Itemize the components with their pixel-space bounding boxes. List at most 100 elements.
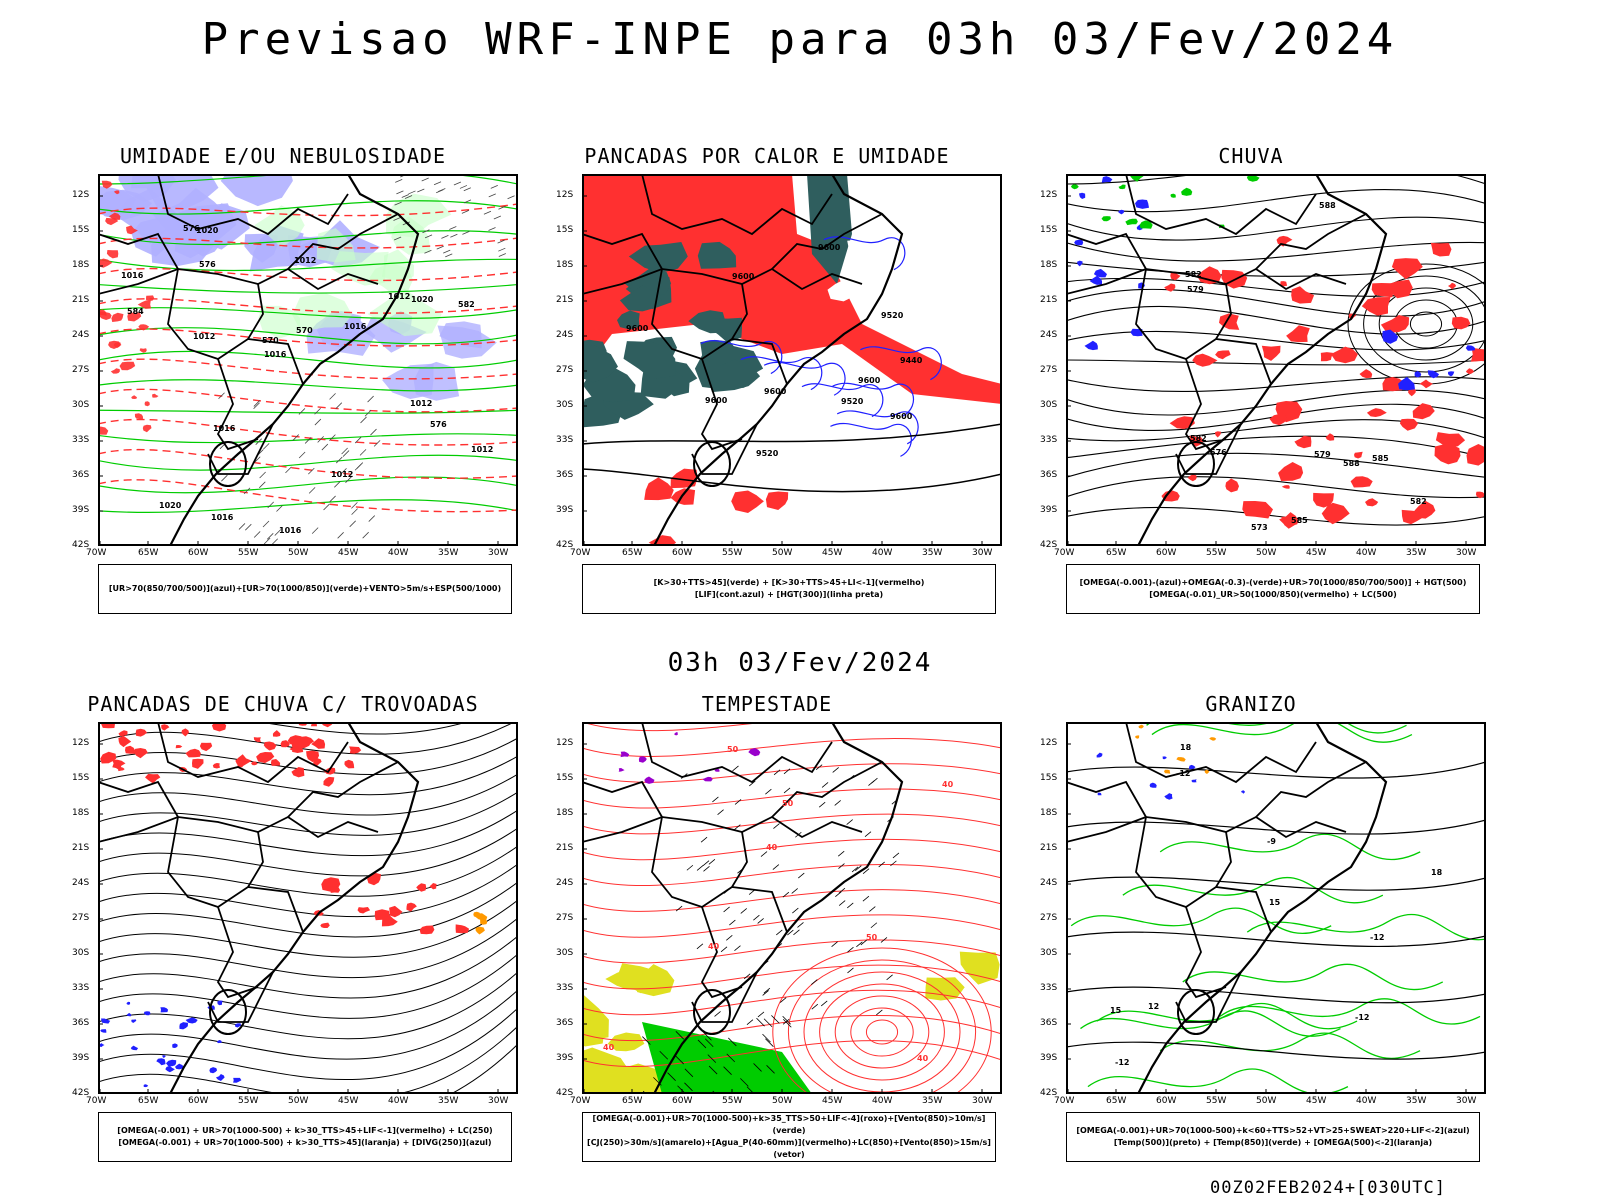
wind-arrow [314, 407, 321, 415]
wind-arrow [763, 987, 771, 994]
contour-label: 9600 [890, 412, 913, 421]
contour-label: 1020 [411, 295, 434, 304]
field-blob [702, 776, 713, 782]
field-blob [607, 1032, 645, 1052]
temp500-contour [1066, 819, 1486, 835]
wind-arrow [708, 859, 716, 865]
field-blob [1097, 792, 1102, 796]
temp850-contour [1151, 722, 1413, 743]
field-blob [1101, 176, 1113, 183]
field-blob [263, 741, 277, 751]
wind-arrow [362, 531, 369, 539]
lon-tick-label: 55W [238, 548, 259, 558]
contour-label: 1012 [471, 445, 493, 454]
streamline [98, 953, 518, 1019]
field-blob [1135, 735, 1140, 739]
contour-line [98, 327, 518, 345]
field-blob [192, 758, 204, 769]
streamline [98, 809, 518, 857]
coastline [169, 722, 420, 1094]
lif-contour [700, 340, 783, 375]
wind-arrow [267, 501, 274, 509]
wind-arrow [886, 974, 893, 981]
contour-line [98, 379, 518, 392]
legend-line: [CJ(250)>30m/s](amarelo)+[Agua_P(40-60mm… [587, 1138, 991, 1159]
wind-arrow [793, 929, 800, 936]
thickness-line [98, 479, 518, 513]
field-blob [1427, 370, 1440, 379]
contour-label: 576 [1210, 448, 1227, 457]
streamline [582, 939, 1002, 964]
lon-tick-label: 65W [622, 548, 643, 558]
lon-tick-label: 40W [1356, 1096, 1377, 1106]
lat-tick-label: 30S [556, 400, 574, 410]
streamline [98, 989, 518, 1060]
field-blob [113, 342, 121, 348]
panel-legend: [K>30+TTS>45](verde) + [K>30+TTS>45+LI<-… [582, 564, 996, 614]
lat-tick-label: 24S [72, 878, 90, 888]
contour-line [1066, 376, 1486, 392]
wind-arrow [507, 195, 515, 200]
wind-arrow [436, 245, 444, 250]
field-blob [670, 468, 698, 489]
wind-arrow [238, 523, 246, 530]
contour-line [1066, 330, 1486, 351]
wind-arrow [340, 468, 347, 475]
field-blob [1430, 242, 1452, 257]
field-blob [475, 926, 485, 935]
field-blob [139, 348, 147, 353]
wind-arrow [342, 450, 350, 457]
field-blob [131, 395, 137, 399]
wind-arrow [880, 937, 888, 943]
wind-arrow [443, 249, 451, 254]
field-blob [235, 1023, 242, 1028]
wind-arrow [461, 210, 470, 214]
lon-tick-label: 35W [438, 548, 459, 558]
lon-tick-label: 55W [1206, 548, 1227, 558]
thickness-line [98, 237, 518, 249]
field-blob [1320, 352, 1333, 362]
contour-label: 579 [1187, 285, 1204, 294]
temp850-contour [1146, 722, 1407, 734]
lif-contour [832, 382, 914, 417]
wind-arrow [298, 408, 306, 415]
field-blob [172, 1043, 178, 1048]
contour-label: -12 [1176, 769, 1190, 778]
wind-arrow [253, 400, 261, 407]
lat-tick-label: 12S [1040, 738, 1058, 748]
lat-tick-label: 42S [556, 1088, 574, 1098]
wind-arrow [838, 900, 846, 906]
field-blob [406, 902, 417, 912]
field-blob [367, 288, 442, 337]
contour-line [98, 283, 518, 294]
lat-tick-label: 21S [72, 295, 90, 305]
field-blob [1408, 389, 1416, 397]
state-border [691, 423, 758, 475]
wind-arrow [708, 1065, 718, 1075]
wind-arrow [726, 935, 733, 941]
forecast-time-label: 03h 03/Fev/2024 [667, 648, 933, 678]
field-blob [1176, 757, 1186, 762]
field-blob [1281, 485, 1290, 489]
wind-arrow [734, 945, 741, 951]
field-blob [215, 1074, 225, 1081]
field-blob [145, 773, 161, 784]
field-blob [357, 907, 371, 914]
map-frame [1066, 174, 1486, 546]
contour-ring [819, 983, 945, 1081]
contour-line [98, 454, 518, 471]
wind-arrow [892, 852, 900, 859]
lat-tick-label: 42S [72, 540, 90, 550]
region-outline [209, 989, 247, 1035]
temp850-contour [1096, 1002, 1358, 1030]
wind-arrow [245, 523, 252, 531]
map-tempestade: 40 40 50 40 40 50 50 40 12S 15S 18S 21S 24S 27S 30S 33S… [556, 722, 1002, 1106]
lon-tick-label: 50W [288, 548, 309, 558]
contour-label: 582 [1190, 434, 1207, 443]
field-blob [131, 174, 165, 190]
state-border [1125, 174, 1317, 236]
field-blob [220, 174, 293, 207]
contour-label: 9520 [841, 397, 864, 406]
lon-tick-label: 40W [1356, 548, 1377, 558]
contour-line [98, 200, 518, 215]
